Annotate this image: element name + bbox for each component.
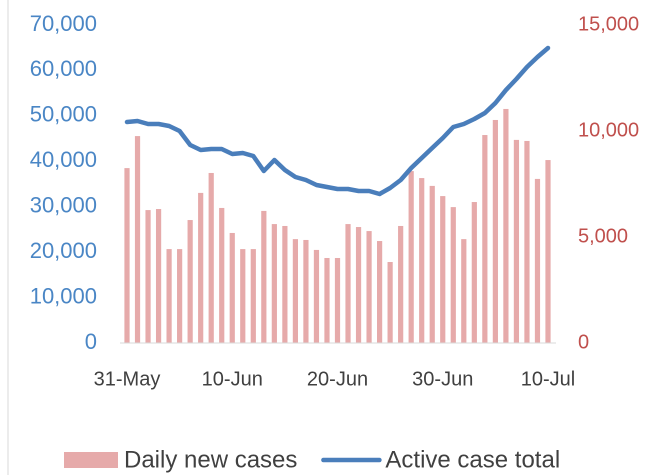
y-tick-label: 60,000 [30,56,97,81]
bar [513,139,520,343]
bar [334,257,341,343]
bar [219,207,225,343]
bar [408,171,414,343]
bar [461,239,467,343]
bar [503,108,509,344]
bar [166,249,172,343]
bar [387,262,393,343]
bar [229,232,235,343]
bar [471,202,477,343]
bar [524,140,530,343]
bar [492,119,498,343]
bar [271,224,277,343]
x-tick-label: 31-May [94,368,161,390]
bar [313,249,320,343]
y-tick-label: 10,000 [30,283,97,308]
bar [303,239,309,343]
y-tick-label: 50,000 [30,102,97,127]
bar [419,178,425,343]
y-tick-label: 70,000 [30,11,97,36]
legend-label: Daily new cases [124,446,297,473]
bar [198,192,204,343]
y2-tick-label: 10,000 [578,119,639,141]
y2-tick-label: 0 [578,331,589,353]
bar [324,257,330,343]
bar [177,249,183,343]
bar [240,249,246,343]
y-tick-label: 20,000 [30,238,97,263]
bar [345,224,351,343]
bar [429,185,435,343]
x-tick-label: 20-Jun [307,368,368,390]
bar [282,225,288,343]
bar [355,227,362,343]
bar [450,207,456,343]
bar [187,220,193,343]
legend-label: Active case total [385,446,560,473]
bar [440,196,446,343]
bar [482,135,488,343]
y-tick-label: 40,000 [30,147,97,172]
bar [377,241,383,343]
legend-swatch [64,452,118,468]
y2-tick-label: 5,000 [578,225,628,247]
bar [292,239,298,343]
bar [398,225,404,343]
y-tick-label: 0 [85,329,97,354]
bar [534,178,541,343]
y2-tick-label: 15,000 [578,13,639,35]
x-tick-label: 30-Jun [412,368,473,390]
bar [261,210,267,343]
x-tick-label: 10-Jul [521,368,575,390]
bar [145,210,151,343]
bar [155,209,162,343]
bar [250,249,256,343]
bar [124,168,130,343]
bar [208,172,214,343]
bar [366,231,372,343]
bar [134,136,141,343]
y-tick-label: 30,000 [30,193,97,218]
line [124,45,551,197]
x-tick-label: 10-Jun [202,368,263,390]
bar [545,160,551,343]
